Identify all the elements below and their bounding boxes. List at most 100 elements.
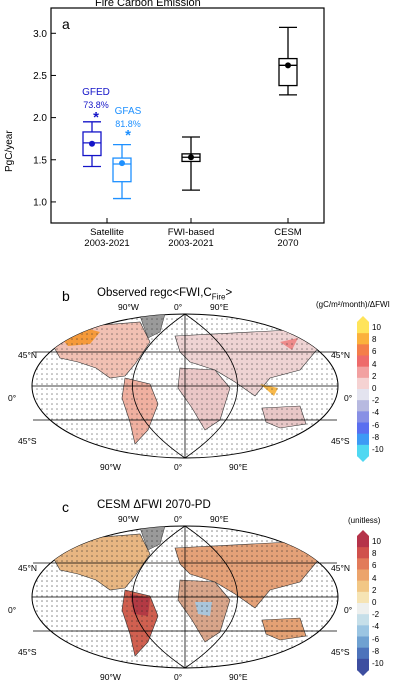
lat-left-c-45s: 45°S: [18, 647, 37, 657]
colorbar-tick-label: 8: [372, 335, 377, 345]
x-tick-sublabel: 2003-2021: [84, 238, 129, 249]
map-c-grid: [32, 525, 338, 669]
mean-dot: [285, 62, 291, 69]
panel-b-letter: b: [62, 288, 70, 304]
colorbar-segment: [357, 411, 369, 423]
lat-right-c-0: 0°: [344, 605, 353, 615]
colorbar-tick-label: 8: [372, 549, 377, 559]
mean-dot: [119, 160, 125, 167]
colorbar-tick-label: 0: [372, 598, 377, 607]
x-axis: Satellite2003-2021FWI-based2003-2021CESM…: [84, 218, 302, 249]
panel-c-units: (unitless): [348, 516, 381, 525]
panel-b-units: (gC/m²/month)/ΔFWI: [316, 300, 390, 309]
colorbar-segment: [357, 355, 369, 368]
lon-top-b-0: 0°: [174, 302, 183, 312]
lat-left-c-0: 0°: [8, 605, 17, 615]
gfas-value: 81.8%: [115, 119, 141, 129]
colorbar-tick-label: 4: [372, 359, 377, 369]
y-tick-label: 3.0: [33, 29, 47, 40]
lat-left-b-45s: 45°S: [18, 436, 37, 446]
x-tick-label: CESM: [274, 227, 302, 238]
lon-top-b-90w: 90°W: [118, 302, 139, 312]
panel-a-letter: a: [62, 16, 70, 32]
colorbar-segment: [357, 614, 369, 626]
colorbar-tick-label: -10: [372, 444, 384, 454]
x-tick-sublabel: 2003-2021: [168, 238, 213, 249]
colorbar-c-ticks: 10 8 6 4 2 0 -2 -4 -6 -8 -10: [372, 530, 402, 676]
colorbar-segment: [357, 377, 369, 390]
lon-bottom-b-0: 0°: [174, 462, 183, 472]
colorbar-b-ticks: 10 8 6 4 2 0 -2 -4 -6 -8 -10: [372, 316, 402, 462]
gfed-name: GFED: [82, 87, 110, 98]
lon-bottom-b-90w: 90°W: [100, 462, 121, 472]
lon-top-b-90e: 90°E: [210, 302, 229, 312]
y-tick-label: 2.5: [33, 71, 47, 82]
panel-c-title: CESM ΔFWI 2070-PD: [97, 499, 211, 511]
map-b: [31, 313, 339, 459]
gfed-star: *: [93, 109, 99, 126]
colorbar-segment: [357, 400, 369, 412]
panel-b-title-end: >: [225, 287, 233, 299]
colorbar-tick-label: -6: [372, 634, 380, 644]
lat-right-b-0: 0°: [344, 393, 353, 403]
colorbar-tick-label: -10: [372, 658, 384, 668]
lat-left-c-45n: 45°N: [18, 563, 37, 573]
box-gfas: [112, 143, 132, 200]
lon-bottom-c-0: 0°: [174, 672, 183, 682]
lon-top-c-0: 0°: [174, 514, 183, 524]
lat-right-b-45s: 45°S: [331, 436, 350, 446]
colorbar-segment: [357, 647, 369, 660]
colorbar-tick-label: 4: [372, 573, 377, 583]
colorbar-segment: [357, 558, 369, 570]
colorbar-tick-label: 10: [372, 537, 381, 547]
colorbar-segment: [357, 366, 369, 379]
box-series: [82, 26, 298, 200]
colorbar-b: [357, 316, 369, 462]
x-tick-label: FWI-based: [168, 227, 214, 238]
colorbar-segment: [357, 591, 369, 604]
x-tick-label: Satellite: [90, 227, 124, 238]
panel-a-title: Fire Carbon Emission: [95, 0, 201, 9]
colorbar-tick-label: -8: [372, 432, 380, 442]
colorbar-segment: [357, 636, 369, 649]
colorbar-segment: [357, 322, 369, 334]
lat-left-b-0: 0°: [8, 393, 17, 403]
lat-left-b-45n: 45°N: [18, 350, 37, 360]
colorbar-arrow-top: [357, 530, 369, 536]
colorbar-tick-label: -8: [372, 646, 380, 656]
colorbar-segment: [357, 422, 369, 435]
y-tick-label: 1.5: [33, 155, 47, 166]
y-axis: 1.0 1.5 2.0 2.5 3.0: [33, 29, 56, 208]
colorbar-tick-label: -4: [372, 408, 380, 418]
panel-b-title-sub: Fire: [211, 292, 226, 302]
colorbar-c: [357, 530, 369, 676]
colorbar-segment: [357, 433, 369, 446]
colorbar-arrow-top: [357, 316, 369, 322]
mean-dot: [188, 154, 194, 161]
colorbar-segment: [357, 569, 369, 582]
lat-right-b-45n: 45°N: [331, 350, 350, 360]
colorbar-tick-label: -4: [372, 622, 380, 632]
gfas-star: *: [125, 127, 131, 144]
box-gfed: [82, 121, 102, 168]
colorbar-segment: [357, 547, 369, 559]
box-group-1: [181, 136, 201, 191]
box-chart: 1.01.52.02.53.0 Satellite2003-2021FWI-ba…: [33, 7, 325, 249]
lon-bottom-c-90e: 90°E: [229, 672, 248, 682]
lat-right-c-45n: 45°N: [331, 563, 350, 573]
colorbar-arrow-bottom: [357, 456, 369, 462]
lon-bottom-b-90e: 90°E: [229, 462, 248, 472]
colorbar-segment: [357, 389, 369, 401]
colorbar-segment: [357, 625, 369, 637]
x-tick-sublabel: 2070: [277, 238, 298, 249]
lat-right-c-45s: 45°S: [331, 647, 350, 657]
colorbar-segment: [357, 580, 369, 593]
colorbar-segment: [357, 444, 369, 457]
box-group-2: [278, 26, 298, 96]
colorbar-segment: [357, 333, 369, 345]
colorbar-tick-label: -6: [372, 420, 380, 430]
map-c: [31, 525, 339, 669]
colorbar-tick-label: 2: [372, 585, 377, 595]
gfed-value: 73.8%: [83, 100, 109, 110]
colorbar-segment: [357, 658, 369, 671]
